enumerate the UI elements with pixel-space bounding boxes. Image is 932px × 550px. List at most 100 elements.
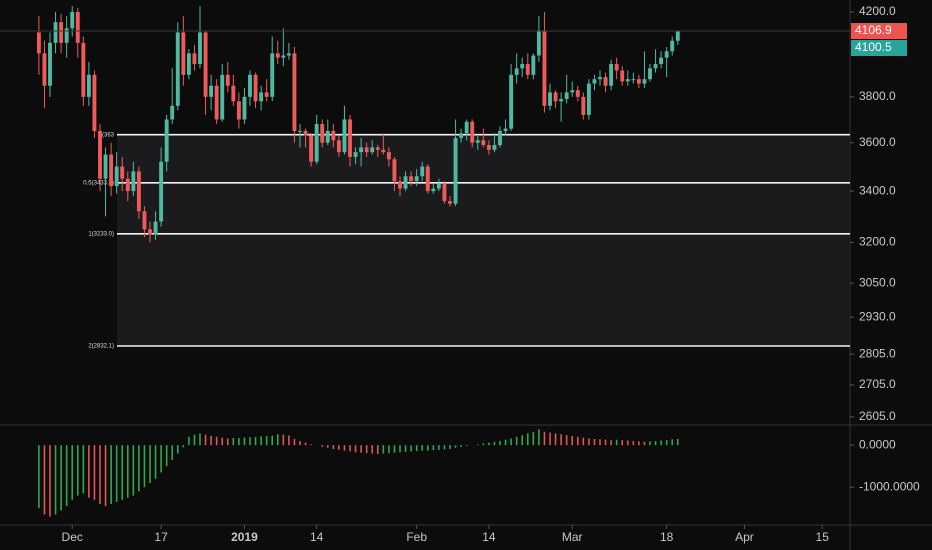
- y-tick-label: 3200.0: [859, 235, 896, 249]
- candle-body: [498, 130, 502, 146]
- candle-body: [242, 96, 247, 120]
- candle-body: [70, 12, 75, 29]
- x-tick-label: 18: [660, 530, 674, 544]
- y-tick-label: 2930.0: [859, 309, 896, 323]
- candle-body: [59, 22, 64, 43]
- x-tick-label: 17: [154, 530, 168, 544]
- candle-body: [564, 92, 569, 100]
- candle-body: [531, 55, 536, 75]
- candle-body: [575, 90, 580, 97]
- candle-body: [659, 57, 664, 65]
- candle-body: [192, 53, 197, 65]
- y-tick-label: 2605.0: [859, 409, 896, 423]
- candle-body: [420, 166, 425, 177]
- candle-body: [614, 64, 619, 71]
- candle-body: [259, 92, 264, 102]
- candle-body: [109, 154, 114, 187]
- candle-body: [125, 178, 130, 192]
- y-tick-label: 3600.0: [859, 135, 896, 149]
- x-tick-label: 15: [816, 530, 830, 544]
- candle-body: [303, 130, 308, 136]
- candle-body: [264, 92, 269, 97]
- candle-body: [164, 119, 169, 162]
- x-tick-label: 14: [482, 530, 496, 544]
- x-tick-label: 14: [310, 530, 324, 544]
- candle-body: [542, 30, 547, 106]
- candle-body: [559, 99, 564, 102]
- y-tick-label: 3050.0: [859, 275, 896, 289]
- candle-body: [392, 159, 397, 182]
- candle-body: [214, 85, 219, 120]
- candle-body: [459, 133, 464, 138]
- candle-body: [364, 147, 369, 153]
- candle-body: [514, 68, 519, 75]
- candle-body: [620, 70, 625, 82]
- candle-body: [442, 183, 447, 202]
- candle-body: [664, 51, 669, 58]
- candle-body: [492, 145, 497, 150]
- candle-body: [536, 30, 541, 56]
- candle-body: [148, 229, 152, 235]
- candle-body: [170, 105, 175, 120]
- candle-body: [309, 135, 314, 162]
- candle-body: [503, 128, 508, 131]
- candle-body: [481, 140, 486, 146]
- y-tick-label: 3800.0: [859, 89, 896, 103]
- candle-body: [231, 85, 236, 102]
- candle-body: [203, 32, 208, 97]
- candle-body: [464, 121, 469, 134]
- candle-body: [609, 64, 614, 86]
- candle-body: [48, 42, 52, 86]
- candle-body: [175, 32, 180, 106]
- candle-body: [136, 171, 141, 212]
- candle-body: [642, 79, 647, 84]
- candle-body: [159, 161, 164, 222]
- candle-body: [625, 79, 630, 82]
- fib-label: 1(3233.0): [88, 231, 114, 237]
- candle-body: [520, 64, 525, 69]
- candle-body: [36, 32, 41, 54]
- candle-body: [636, 79, 641, 84]
- candle-body: [81, 42, 86, 97]
- candle-body: [475, 140, 480, 143]
- candle-body: [325, 130, 330, 143]
- candle-body: [375, 147, 380, 150]
- candle-body: [98, 130, 102, 179]
- candle-body: [453, 137, 458, 204]
- candle-body: [486, 145, 491, 150]
- candle-body: [631, 79, 636, 81]
- candle-body: [292, 53, 297, 131]
- candle-body: [114, 166, 119, 187]
- candle-body: [314, 124, 319, 162]
- candle-body: [286, 53, 291, 56]
- candle-body: [648, 68, 652, 80]
- candle-body: [42, 53, 47, 86]
- y-tick-label: 2705.0: [859, 377, 896, 391]
- y-tick-label: 2805.0: [859, 346, 896, 360]
- y-tick-label: 4200.0: [859, 4, 896, 18]
- candle-body: [225, 74, 230, 86]
- candle-body: [153, 221, 158, 235]
- price-tag-label: 4100.5: [855, 40, 892, 54]
- candle-body: [281, 55, 286, 58]
- candle-body: [131, 171, 136, 192]
- x-tick-label: 2019: [231, 530, 258, 544]
- fib-zone: [117, 134, 850, 346]
- candle-body: [553, 92, 558, 102]
- candle-body: [370, 147, 375, 153]
- candle-body: [359, 147, 364, 153]
- candle-body: [186, 53, 191, 75]
- candle-body: [586, 83, 591, 115]
- y-tick-label: 3400.0: [859, 183, 896, 197]
- candle-body: [570, 90, 575, 93]
- y-tick-label: 0.0000: [859, 437, 896, 451]
- candle-body: [270, 53, 275, 97]
- candle-body: [92, 74, 97, 131]
- candle-body: [509, 74, 514, 129]
- fib-label: 0(363: [99, 132, 115, 138]
- candle-body: [86, 74, 91, 97]
- candle-body: [386, 152, 391, 160]
- candle-body: [220, 74, 225, 120]
- candle-body: [414, 176, 419, 182]
